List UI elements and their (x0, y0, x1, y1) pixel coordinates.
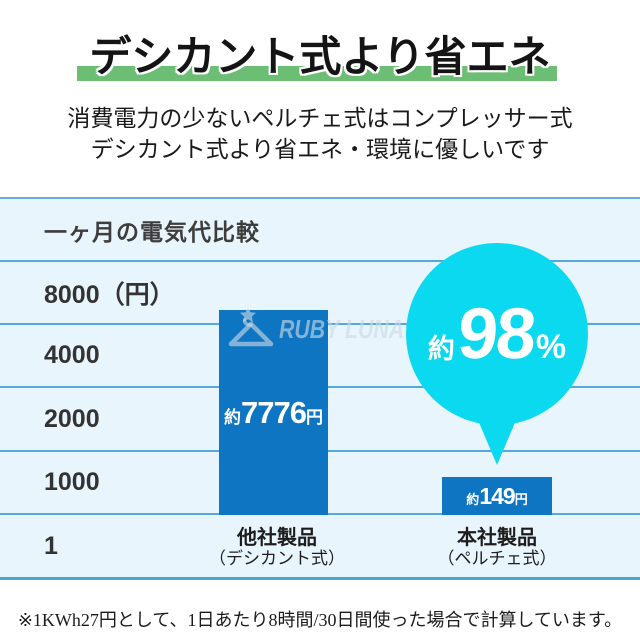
category-label-competitor: 他社製品 （デシカント式） (177, 527, 377, 569)
bar-value-label: 約 7776 円 (224, 395, 323, 431)
y-tick-1000: 1000 (44, 468, 100, 496)
yen-unit: 円 (514, 491, 528, 507)
calculation-footnote: ※1KWh27円として、1日あたり8時間/30日間使った場合で計算しています。 (17, 610, 623, 630)
approx-prefix: 約 (466, 491, 480, 507)
category-name: 本社製品 (457, 527, 537, 549)
bar-competitor-desiccant: 約 7776 円 (219, 310, 328, 515)
approx-prefix: 約 (427, 334, 455, 364)
grid-band-baseline: 1 (0, 515, 640, 577)
chart-header-row: 一ヶ月の電気代比較 (0, 199, 640, 262)
yen-unit: 円 (305, 407, 323, 427)
y-tick-2000: 2000 (44, 404, 100, 433)
bar-value: 149 (479, 482, 515, 509)
bubble-pointer-tail (469, 399, 525, 465)
y-tick-8000: 8000（円） (44, 280, 175, 309)
category-type: （ペルチェ式） (437, 549, 557, 568)
subtitle-line-1: 消費電力の少ないペルチェ式はコンプレッサー式 (67, 105, 573, 131)
bar-our-peltier: 約 149 円 (442, 477, 552, 515)
subtitle: 消費電力の少ないペルチェ式はコンプレッサー式 デシカント式より省エネ・環境に優しい… (0, 103, 640, 165)
category-name: 他社製品 (237, 527, 317, 549)
savings-percent-label: 約 98% (428, 293, 566, 375)
chart-title: 一ヶ月の電気代比較 (44, 218, 260, 245)
category-type: （デシカント式） (209, 549, 345, 568)
page-title: デシカント式より省エネ (89, 33, 551, 80)
subtitle-line-2: デシカント式より省エネ・環境に優しいです (90, 136, 550, 162)
approx-prefix: 約 (224, 407, 242, 427)
electricity-cost-chart: 一ヶ月の電気代比較 8000（円） 4000 2000 1000 1 約 7776… (0, 197, 640, 580)
bar-value: 7776 (241, 394, 307, 430)
title-highlight-band (77, 66, 557, 81)
bar-value-label: 約 149 円 (466, 483, 527, 510)
percent-value: 98 (455, 294, 537, 374)
category-label-ours: 本社製品 （ペルチェ式） (397, 527, 597, 569)
savings-percent-bubble: 約 98% (406, 243, 588, 425)
y-tick-1: 1 (44, 531, 58, 560)
percent-sign: % (535, 328, 567, 366)
y-tick-4000: 4000 (44, 341, 100, 369)
